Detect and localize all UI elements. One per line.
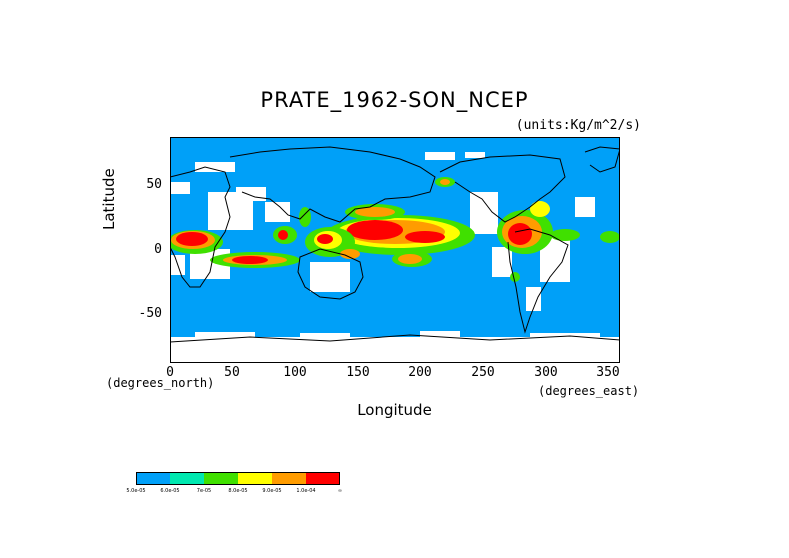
x-axis-label: Longitude — [357, 401, 432, 419]
y-tick-label: 50 — [146, 177, 162, 192]
precip-band-c6 — [508, 223, 532, 245]
legend-swatch — [306, 472, 340, 485]
legend-label: 8.0e-05 — [228, 488, 248, 494]
arctic-missing — [425, 152, 455, 160]
y-tick-label: -50 — [138, 306, 162, 321]
map-frame — [170, 137, 620, 363]
precip-band-c6 — [405, 231, 445, 243]
x-unit-note-right: (degrees_east) — [538, 384, 640, 398]
color-legend — [136, 472, 340, 485]
antarctic-missing — [530, 333, 600, 338]
eurasia-coastline — [229, 146, 436, 223]
precip-band-c5 — [340, 249, 360, 259]
x-tick-label: 50 — [224, 365, 240, 380]
south-america-coastline — [507, 228, 569, 334]
legend-swatch — [170, 472, 204, 485]
x-tick-label: 150 — [346, 365, 370, 380]
precip-band-c3 — [600, 231, 620, 243]
x-tick-label: 250 — [471, 365, 495, 380]
atlantic-missing — [575, 197, 595, 217]
east-pacific-missing — [492, 247, 512, 277]
africa-coastline — [170, 166, 231, 288]
precip-band-c3 — [510, 272, 520, 282]
antarctic-missing — [300, 333, 350, 338]
asia-missing — [236, 187, 266, 201]
precip-band-c5 — [440, 179, 450, 185]
legend-label: 5.0e-05 — [126, 488, 146, 494]
north-america-coastline — [439, 154, 566, 223]
antarctic-missing — [195, 332, 255, 338]
precip-band-c6 — [278, 230, 288, 240]
legend-label: ∞ — [337, 488, 343, 494]
precip-band-c6 — [176, 232, 208, 246]
precip-band-c3 — [299, 207, 311, 227]
coastlines — [170, 146, 620, 343]
units-label: (units:Kg/m^2/s) — [515, 118, 641, 133]
plot-title: PRATE_1962-SON_NCEP — [260, 88, 529, 112]
legend-swatch — [238, 472, 272, 485]
y-axis-label: Latitude — [100, 168, 118, 230]
legend-label: 7e-05 — [196, 488, 212, 494]
north-africa-missing — [195, 162, 235, 172]
legend-label: 9.0e-05 — [262, 488, 282, 494]
x-tick-label: 300 — [534, 365, 558, 380]
patagonia-missing — [526, 287, 541, 311]
x-tick-label: 0 — [166, 365, 174, 380]
legend-swatch — [136, 472, 170, 485]
precip-band-c3 — [550, 229, 580, 241]
precip-band-c6 — [347, 220, 403, 240]
greenland-coastline — [584, 146, 620, 173]
arctic-missing — [465, 152, 485, 158]
x-tick-label: 350 — [596, 365, 620, 380]
legend-frame — [136, 472, 340, 485]
precipitation-map — [170, 137, 620, 363]
x-tick-label: 200 — [408, 365, 432, 380]
australia-coastline — [297, 248, 364, 300]
missing-data-regions — [170, 152, 620, 363]
legend-label: 1.0e-04 — [296, 488, 316, 494]
north-africa-missing — [170, 182, 190, 194]
legend-swatch — [272, 472, 306, 485]
antarctic-missing — [170, 337, 620, 363]
precip-band-c5 — [355, 207, 395, 217]
india-missing — [265, 202, 290, 222]
precip-band-c4 — [530, 201, 550, 217]
legend-swatch — [204, 472, 238, 485]
precip-band-c6 — [317, 234, 333, 244]
precip-band-c6 — [232, 256, 268, 264]
antarctic-missing — [420, 331, 460, 338]
australia-missing — [310, 262, 350, 292]
antarctica-coastline — [170, 334, 620, 343]
x-tick-label: 100 — [283, 365, 307, 380]
legend-label: 6.0e-05 — [160, 488, 180, 494]
precip-band-c5 — [398, 254, 422, 264]
x-unit-note-left: (degrees_north) — [106, 376, 215, 390]
y-tick-label: 0 — [154, 242, 162, 257]
precipitation-bands — [170, 177, 620, 282]
